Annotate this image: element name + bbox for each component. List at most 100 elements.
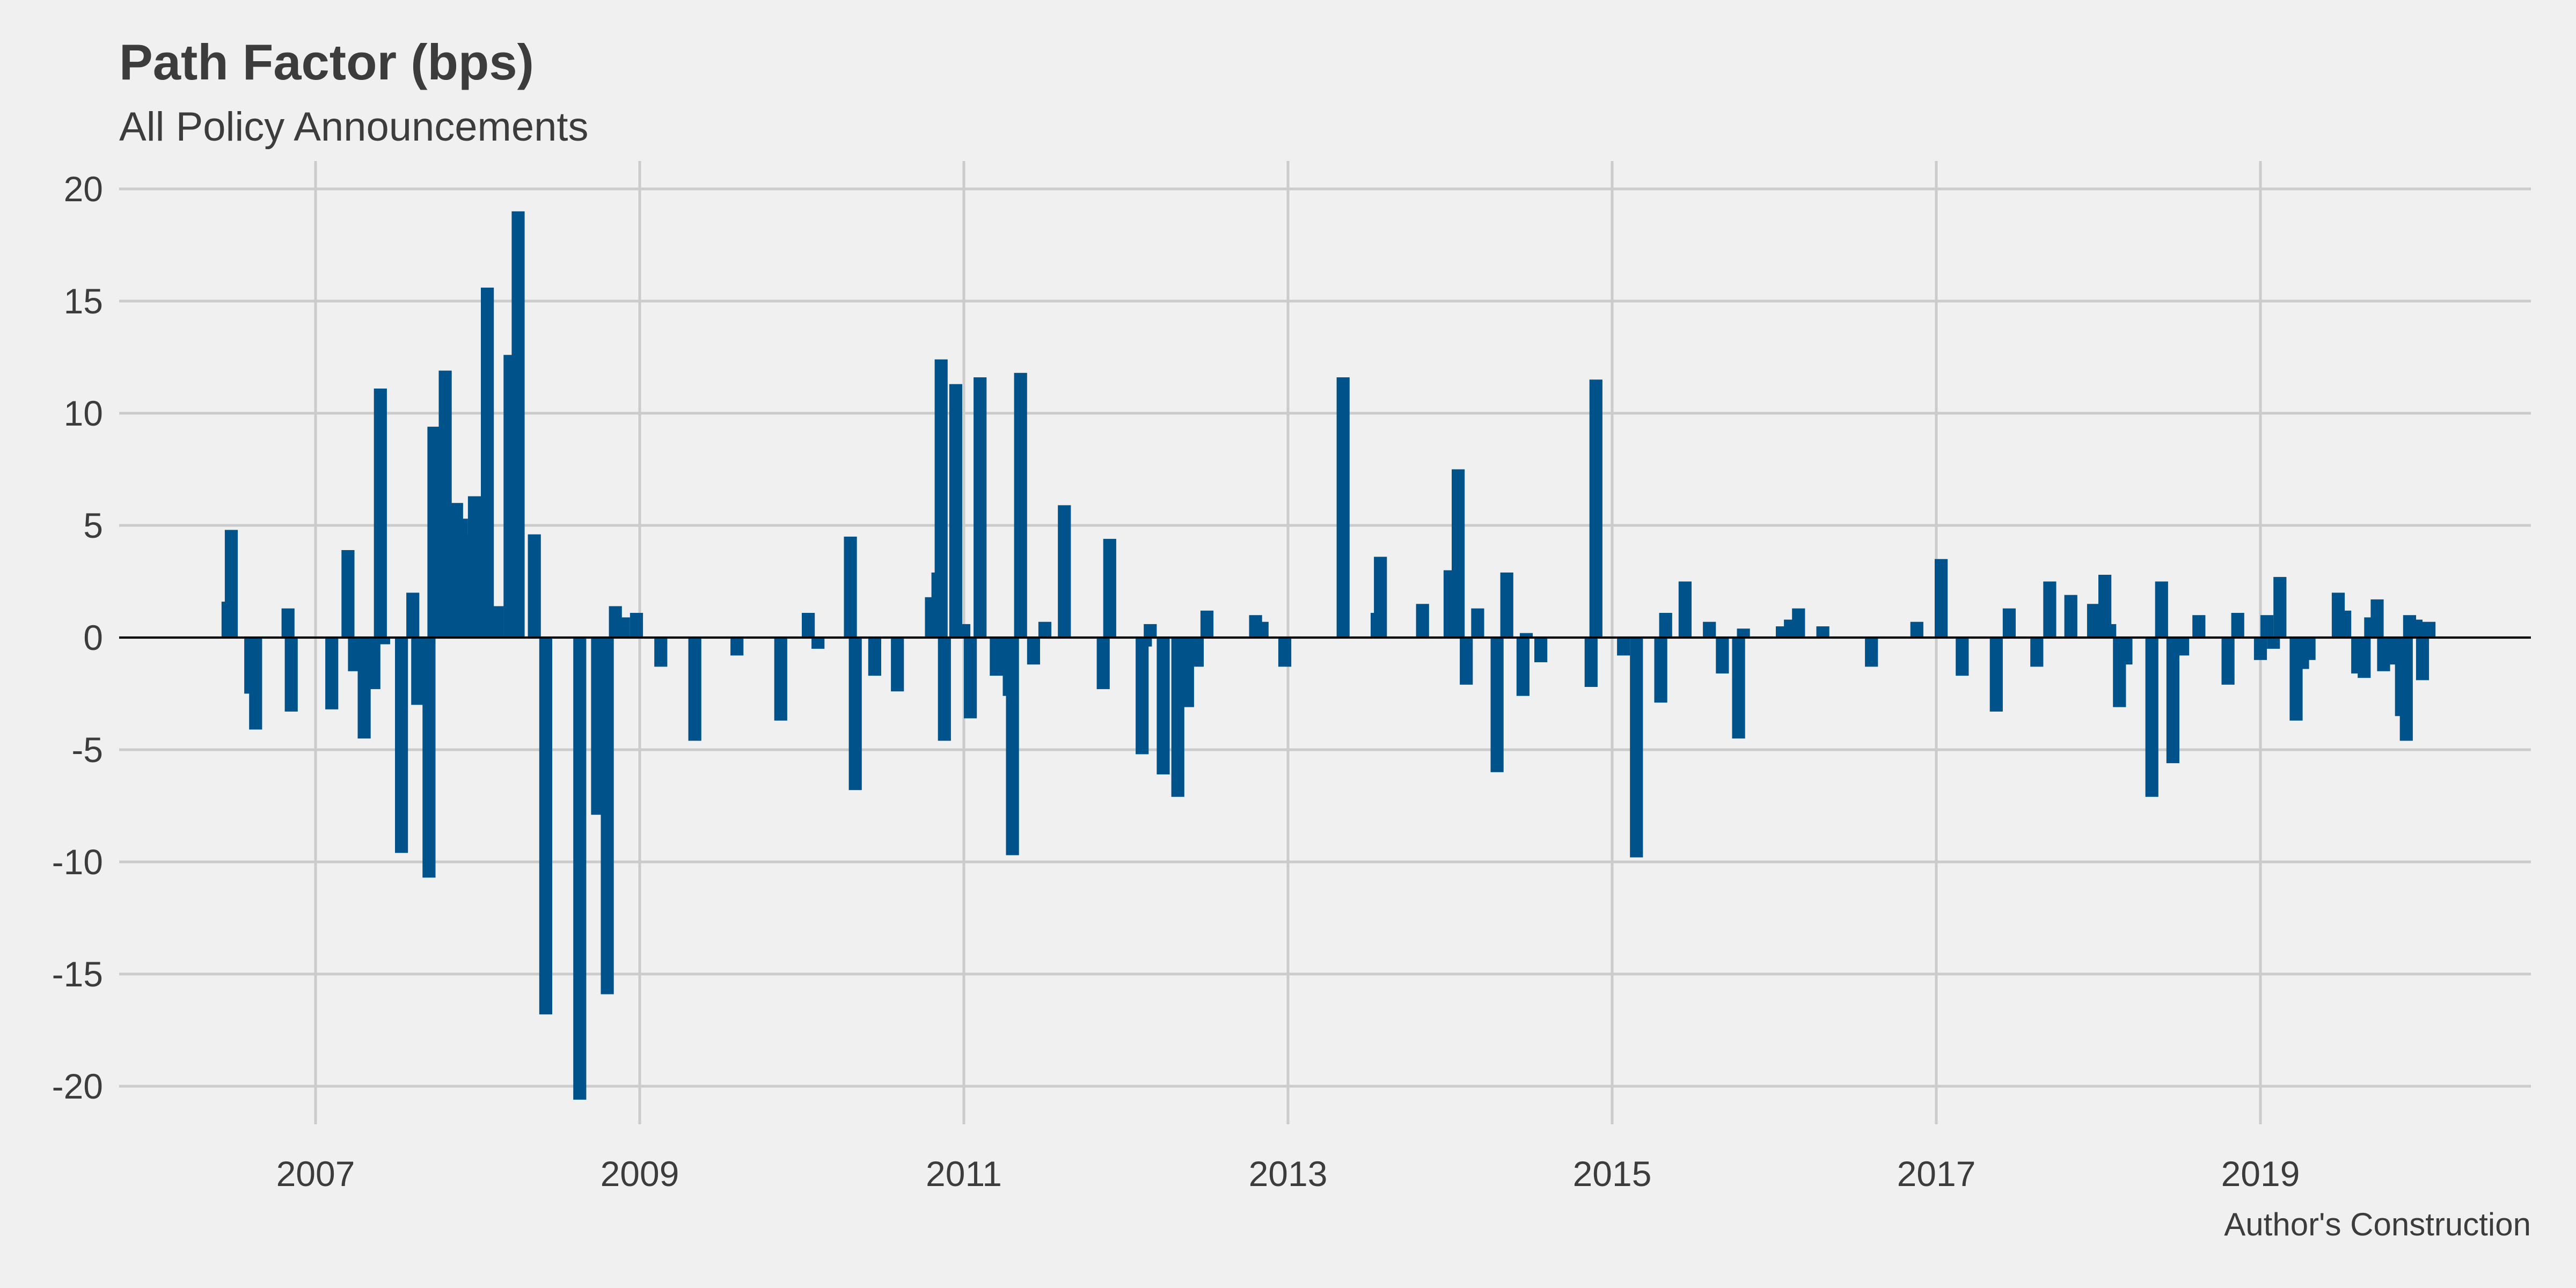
bar (1737, 628, 1750, 638)
bar (2176, 638, 2190, 656)
bar (573, 638, 587, 1100)
bar (2338, 610, 2352, 638)
bar (1678, 581, 1692, 638)
bar (438, 370, 452, 638)
bar (774, 638, 787, 721)
bar (1006, 638, 1019, 855)
y-tick-label: 10 (64, 393, 103, 433)
bar (2409, 619, 2423, 638)
bar (2423, 621, 2436, 638)
bar (481, 287, 494, 638)
bar (1490, 638, 1504, 772)
x-tick-label: 2019 (2221, 1154, 2300, 1194)
bar (811, 638, 825, 649)
bar (990, 638, 1003, 676)
bar (949, 384, 962, 638)
bar (1336, 377, 1350, 638)
x-tick-label: 2017 (1897, 1154, 1976, 1194)
bar (1584, 638, 1598, 687)
bar (1816, 626, 1829, 638)
bar (2030, 638, 2044, 667)
bar (427, 427, 441, 638)
bar (1703, 621, 1716, 638)
bars (221, 211, 2436, 1100)
chart-subtitle: All Policy Announcements (119, 104, 588, 150)
bar (1534, 638, 1548, 662)
bar (1589, 379, 1602, 638)
bar (1278, 638, 1292, 667)
bar (601, 638, 614, 994)
bar (1935, 559, 1948, 638)
bar (2399, 638, 2413, 741)
bar (2260, 615, 2274, 638)
bar (1144, 624, 1157, 638)
bar (2166, 638, 2179, 764)
y-tick-label: -10 (52, 842, 103, 882)
chart-caption: Author's Construction (2224, 1206, 2531, 1242)
y-tick-label: -20 (52, 1066, 103, 1106)
bar (422, 638, 436, 878)
bar (539, 638, 552, 1015)
chart-title: Path Factor (bps) (119, 34, 534, 90)
bar (249, 638, 262, 730)
bar (1910, 621, 1923, 638)
bar (1416, 604, 1429, 638)
x-axis-tick-labels: 2007 2009 2011 2013 2015 2017 2019 (276, 1154, 2300, 1194)
y-tick-label: -15 (52, 954, 103, 994)
bar (1716, 638, 1729, 674)
x-tick-label: 2013 (1249, 1154, 1328, 1194)
bar (2383, 638, 2397, 665)
bar (1460, 638, 1473, 685)
bar (1374, 557, 1387, 638)
bar (1732, 638, 1745, 739)
bar (2087, 604, 2101, 638)
bar (1617, 638, 1630, 656)
bar (630, 613, 643, 638)
bar (1200, 610, 1214, 638)
bar (934, 359, 948, 638)
bar (2155, 581, 2168, 638)
bar (1519, 633, 1533, 638)
bar (1471, 608, 1484, 638)
bar (1014, 372, 1027, 638)
bar (654, 638, 668, 667)
bar (2358, 638, 2371, 678)
x-tick-label: 2015 (1573, 1154, 1652, 1194)
bar (2302, 638, 2316, 660)
y-tick-label: 5 (83, 506, 103, 545)
y-tick-label: -5 (71, 730, 103, 770)
bar (511, 211, 525, 638)
bar (2145, 638, 2158, 797)
bar (868, 638, 881, 676)
bar (617, 617, 630, 638)
bar (2192, 615, 2206, 638)
bar (1956, 638, 1969, 676)
bar (374, 389, 387, 638)
y-tick-label: 15 (64, 281, 103, 321)
bar (1500, 572, 1513, 638)
bar (367, 638, 380, 690)
bar (2002, 608, 2016, 638)
bar (406, 592, 420, 638)
bar (467, 496, 481, 638)
bar (284, 638, 298, 712)
bar (2416, 638, 2429, 680)
x-tick-label: 2007 (276, 1154, 355, 1194)
bar (1659, 613, 1672, 638)
bar (1103, 539, 1116, 638)
bar (2231, 613, 2244, 638)
x-tick-label: 2009 (601, 1154, 679, 1194)
bar (974, 377, 987, 638)
bar (1255, 621, 1269, 638)
bar (1516, 638, 1529, 696)
bar (891, 638, 904, 692)
bar (2370, 599, 2384, 638)
bar (2253, 638, 2267, 660)
bar (2221, 638, 2235, 685)
y-axis-tick-labels: 20 15 10 5 0 -5 -10 -15 -20 (52, 169, 103, 1106)
bar (325, 638, 339, 709)
bar (730, 638, 744, 656)
bar (341, 550, 355, 638)
bar (848, 638, 862, 791)
